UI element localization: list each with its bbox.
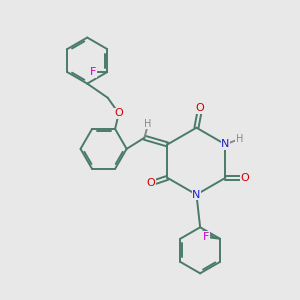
Text: F: F: [203, 232, 209, 242]
Text: O: O: [114, 108, 123, 118]
Text: N: N: [192, 190, 201, 200]
Text: O: O: [196, 103, 205, 113]
Text: H: H: [236, 134, 243, 144]
Text: H: H: [145, 118, 152, 129]
Text: O: O: [146, 178, 155, 188]
Text: N: N: [221, 140, 230, 149]
Text: O: O: [240, 173, 249, 183]
Text: F: F: [90, 67, 96, 77]
